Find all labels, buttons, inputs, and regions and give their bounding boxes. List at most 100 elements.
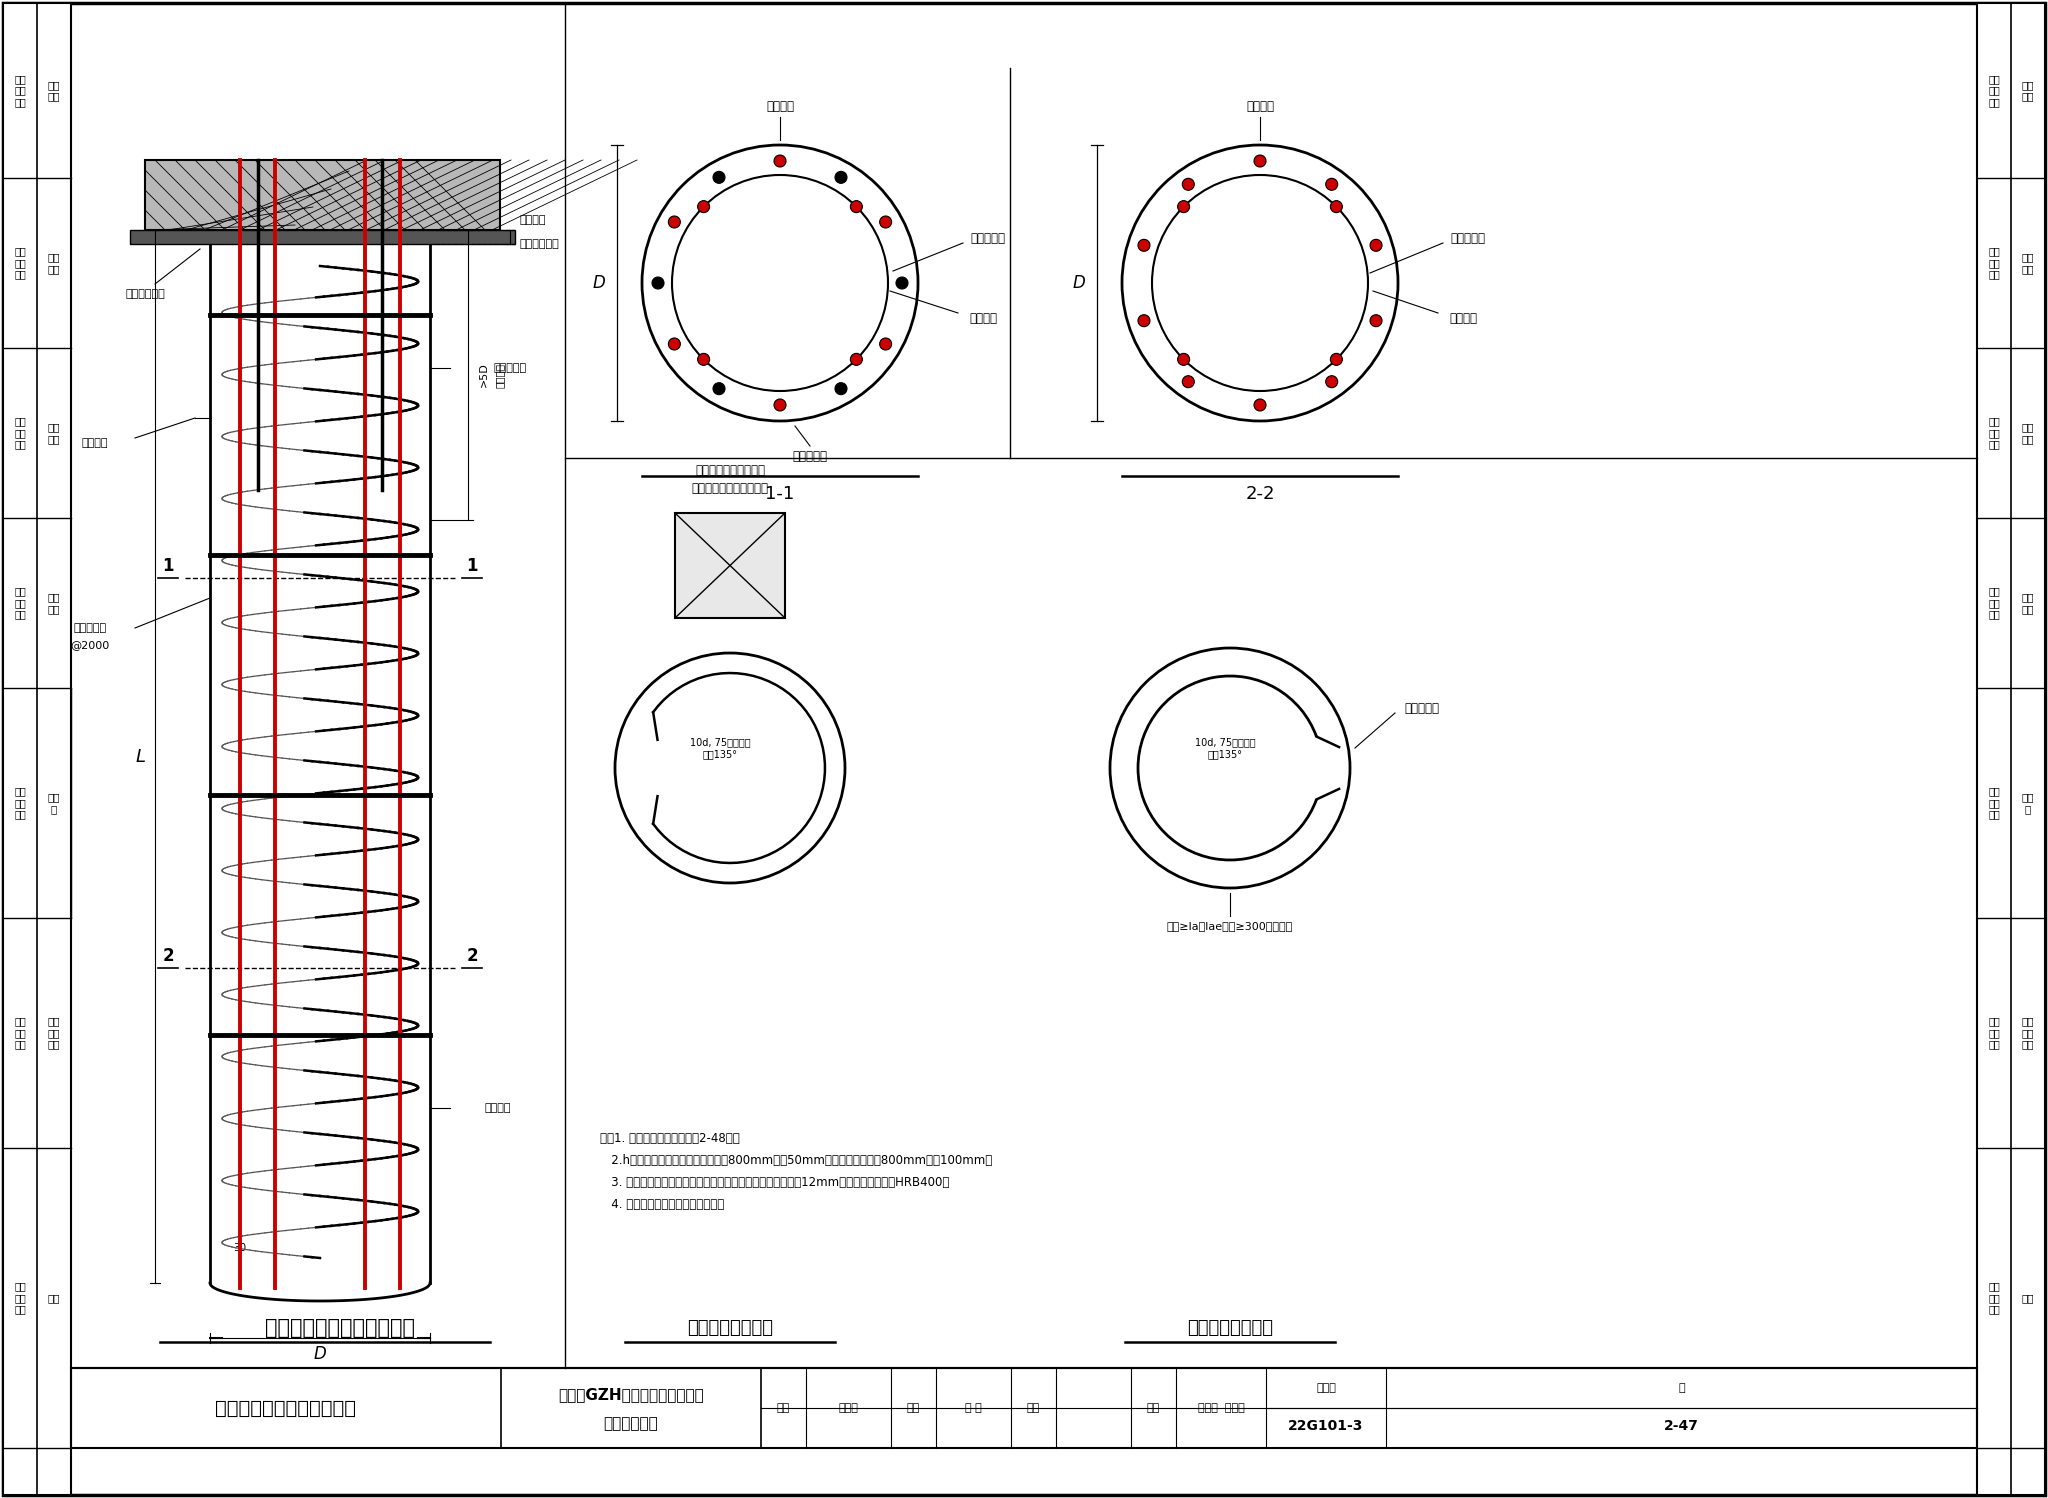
Text: 一般
构造: 一般 构造: [2021, 79, 2034, 102]
Circle shape: [850, 354, 862, 366]
Circle shape: [1325, 178, 1337, 190]
Circle shape: [1178, 354, 1190, 366]
Circle shape: [881, 216, 891, 228]
Text: 2-2: 2-2: [1245, 485, 1274, 503]
Text: 条形
基础: 条形 基础: [47, 422, 59, 443]
Text: 焊接加劲箍: 焊接加劲箍: [74, 623, 106, 634]
Text: 螺旋箍筋: 螺旋箍筋: [82, 437, 109, 448]
Text: 1-1: 1-1: [766, 485, 795, 503]
Text: 标准
构造
详图: 标准 构造 详图: [1989, 786, 2001, 819]
Text: 标准
构造
详图: 标准 构造 详图: [1989, 73, 2001, 106]
Circle shape: [1139, 315, 1151, 327]
Text: 灌注桩通长变截面配筋构造: 灌注桩通长变截面配筋构造: [215, 1399, 356, 1417]
Text: 1: 1: [467, 557, 477, 575]
Text: D: D: [1073, 274, 1085, 292]
Text: 标准
构造
详图: 标准 构造 详图: [1989, 1017, 2001, 1050]
Text: 标准
构造
详图: 标准 构造 详图: [1989, 1281, 2001, 1315]
Text: 22G101-3: 22G101-3: [1288, 1419, 1364, 1432]
Text: 2-47: 2-47: [1665, 1419, 1700, 1432]
Text: @2000: @2000: [70, 640, 111, 650]
Text: 审定: 审定: [1026, 1404, 1040, 1413]
Bar: [129, 231, 514, 244]
Text: 独立
基础: 独立 基础: [2021, 252, 2034, 274]
Text: 通长纵筋: 通长纵筋: [1245, 100, 1274, 114]
Text: 筏形
基础: 筏形 基础: [2021, 592, 2034, 614]
Text: 标准
构造
详图: 标准 构造 详图: [14, 73, 27, 106]
Text: 校对: 校对: [907, 1404, 920, 1413]
Text: 标准
构造
详图: 标准 构造 详图: [1989, 416, 2001, 449]
Circle shape: [774, 154, 786, 166]
Text: 焊接加劲箍: 焊接加劲箍: [1450, 232, 1485, 244]
Text: 朱 轩: 朱 轩: [965, 1404, 981, 1413]
Text: 桩基
础: 桩基 础: [2021, 792, 2034, 813]
Text: 标准
构造
详图: 标准 构造 详图: [1989, 586, 2001, 620]
Text: 标准
构造
详图: 标准 构造 详图: [14, 586, 27, 620]
Text: 条形
基础: 条形 基础: [2021, 422, 2034, 443]
Text: 1: 1: [162, 557, 174, 575]
Circle shape: [668, 216, 680, 228]
Text: D: D: [313, 1345, 326, 1363]
Bar: [72, 1368, 1976, 1449]
Circle shape: [897, 277, 907, 289]
Text: 附录: 附录: [47, 1293, 59, 1303]
Text: 附录: 附录: [2021, 1293, 2034, 1303]
Text: 2: 2: [467, 947, 477, 965]
Text: 标准
构造
详图: 标准 构造 详图: [14, 246, 27, 280]
Text: 2.h为桩顶进入承台高度，桩径小于800mm时取50mm，桩径大于或等于800mm时取100mm。: 2.h为桩顶进入承台高度，桩径小于800mm时取50mm，桩径大于或等于800m…: [600, 1153, 991, 1167]
Text: 图集号: 图集号: [1317, 1383, 1335, 1393]
Text: 独立
基础: 独立 基础: [47, 252, 59, 274]
Text: 桩顶标高: 桩顶标高: [520, 216, 547, 225]
Text: 螺旋箍筋构造: 螺旋箍筋构造: [604, 1417, 657, 1432]
Circle shape: [1253, 398, 1266, 410]
Circle shape: [713, 382, 725, 394]
Text: 4. 桩头防水构造做法详见施工图。: 4. 桩头防水构造做法详见施工图。: [600, 1197, 725, 1210]
Text: 标准
构造
详图: 标准 构造 详图: [14, 1281, 27, 1315]
Circle shape: [713, 171, 725, 183]
Circle shape: [1182, 178, 1194, 190]
Text: 标准
构造
详图: 标准 构造 详图: [14, 786, 27, 819]
Circle shape: [1331, 201, 1341, 213]
Bar: [1976, 688, 2046, 918]
Circle shape: [698, 354, 711, 366]
Circle shape: [1370, 315, 1382, 327]
Circle shape: [651, 277, 664, 289]
Circle shape: [1253, 154, 1266, 166]
Text: 非通长纵筋: 非通长纵筋: [494, 363, 526, 373]
Text: 桩基
础: 桩基 础: [47, 792, 59, 813]
Text: 焊接加劲箍: 焊接加劲箍: [971, 232, 1006, 244]
Text: 3. 焊接加劲箍见设计标注。当设计未标注时，加劲箍直径为12mm，强度等级不低于HRB400。: 3. 焊接加劲箍见设计标注。当设计未标注时，加劲箍直径为12mm，强度等级不低于…: [600, 1176, 950, 1188]
Text: 螺旋箍筋: 螺旋箍筋: [969, 312, 997, 325]
Circle shape: [836, 171, 848, 183]
Text: 灌注桩通长变截面配筋构造: 灌注桩通长变截面配筋构造: [264, 1318, 416, 1338]
Text: 黄志刚: 黄志刚: [838, 1404, 858, 1413]
Text: 10d, 75中较大值
角度135°: 10d, 75中较大值 角度135°: [690, 737, 750, 759]
Circle shape: [668, 339, 680, 351]
Text: 开始与结束位置应有水: 开始与结束位置应有水: [694, 464, 766, 478]
Text: 基础
相关
构造: 基础 相关 构造: [2021, 1017, 2034, 1050]
Text: 螺旋箍筋搭接构造: 螺旋箍筋搭接构造: [1188, 1320, 1274, 1338]
Text: 非通长纵筋: 非通长纵筋: [793, 449, 827, 463]
Text: 筏形
基础: 筏形 基础: [47, 592, 59, 614]
Text: 页: 页: [1677, 1383, 1686, 1393]
Text: 标准
构造
详图: 标准 构造 详图: [1989, 246, 2001, 280]
Text: 标准
构造
详图: 标准 构造 详图: [14, 1017, 27, 1050]
Bar: [2, 3, 72, 1495]
Text: 一般
构造: 一般 构造: [47, 79, 59, 102]
Text: 平段，长度不小于一圈半: 平段，长度不小于一圈半: [692, 482, 768, 496]
Text: 审核: 审核: [776, 1404, 791, 1413]
Text: 锚固长度: 锚固长度: [496, 363, 506, 388]
Text: 余绪亮  公佰亮: 余绪亮 公佰亮: [1198, 1404, 1245, 1413]
Text: 标准
构造
详图: 标准 构造 详图: [14, 416, 27, 449]
Text: 螺旋箍筋端部构造: 螺旋箍筋端部构造: [686, 1320, 772, 1338]
Bar: [1976, 3, 2046, 1495]
Text: L: L: [135, 748, 145, 765]
Bar: [676, 512, 784, 619]
Text: 注：1. 纵筋锚入承台做法见第2-48页。: 注：1. 纵筋锚入承台做法见第2-48页。: [600, 1131, 739, 1144]
Text: 搭接≥la或lae，且≥300匀住纵筋: 搭接≥la或lae，且≥300匀住纵筋: [1167, 921, 1292, 930]
Circle shape: [774, 398, 786, 410]
Text: 防水层和垫层: 防水层和垫层: [125, 289, 166, 300]
Circle shape: [1331, 354, 1341, 366]
Text: D: D: [592, 274, 606, 292]
Bar: [2, 688, 72, 918]
Text: 承台底面标高: 承台底面标高: [520, 240, 559, 249]
